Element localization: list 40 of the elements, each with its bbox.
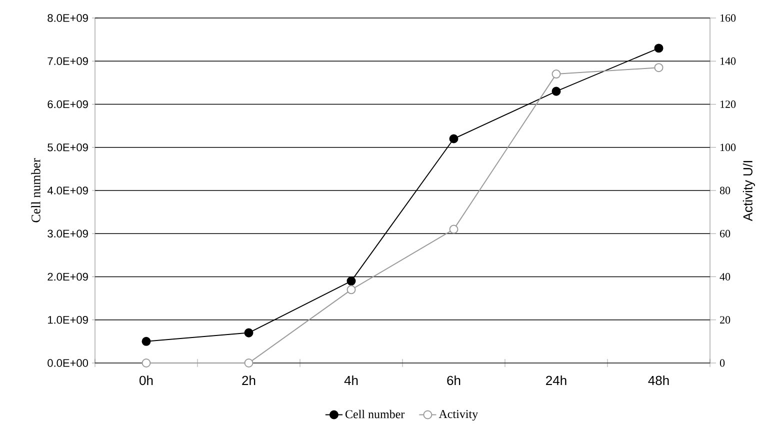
- y-tick-label: 4.0E+09: [47, 186, 88, 194]
- x-tick-label: 4h: [344, 376, 358, 385]
- point: [244, 358, 254, 368]
- y2-tick-label: 20: [720, 316, 730, 324]
- point: [654, 44, 664, 53]
- y-tick-label: 3.0E+09: [48, 230, 88, 238]
- point: [142, 358, 151, 368]
- y2-tick-label: 140: [720, 57, 736, 65]
- point: [449, 224, 458, 234]
- y2-tick-label: 80: [720, 186, 730, 194]
- y-axis-title: Cell number: [31, 158, 40, 222]
- y-tick-label: 6.0E+09: [48, 100, 88, 108]
- y2-tick-label: 120: [720, 100, 736, 108]
- y-tick-label: 1.0E+09: [48, 316, 88, 324]
- y-tick-label: 5.0E+09: [48, 143, 88, 152]
- y-tick-label: 8.0E+09: [48, 14, 88, 22]
- legend-label: Activity: [438, 410, 478, 421]
- y2-axis-title: Activity U/I: [742, 161, 756, 222]
- x-tick-label: 2h: [242, 376, 256, 385]
- x-tick-label: 6h: [447, 376, 460, 386]
- y-tick-label: 2.0E+09: [48, 272, 88, 281]
- x-tick-label: 48h: [648, 376, 669, 386]
- y2-tick-label: 40: [720, 273, 730, 280]
- y2-tick-label: 0: [720, 359, 725, 367]
- y-tick-label: 7.0E+09: [48, 57, 88, 66]
- x-tick-label: 24h: [546, 376, 566, 385]
- y-tick-label: 0.0E+00: [48, 359, 88, 367]
- legend-label: Cell number: [346, 410, 405, 418]
- point: [346, 276, 356, 286]
- point: [142, 336, 151, 346]
- point: [449, 134, 458, 144]
- y2-tick-label: 100: [720, 144, 736, 152]
- x-tick-label: 0h: [140, 376, 153, 386]
- point: [552, 70, 561, 79]
- y2-tick-label: 60: [720, 230, 730, 238]
- y2-tick-label: 160: [720, 14, 736, 22]
- point: [654, 63, 664, 72]
- point: [346, 285, 356, 294]
- point: [244, 328, 254, 338]
- point: [552, 86, 561, 96]
